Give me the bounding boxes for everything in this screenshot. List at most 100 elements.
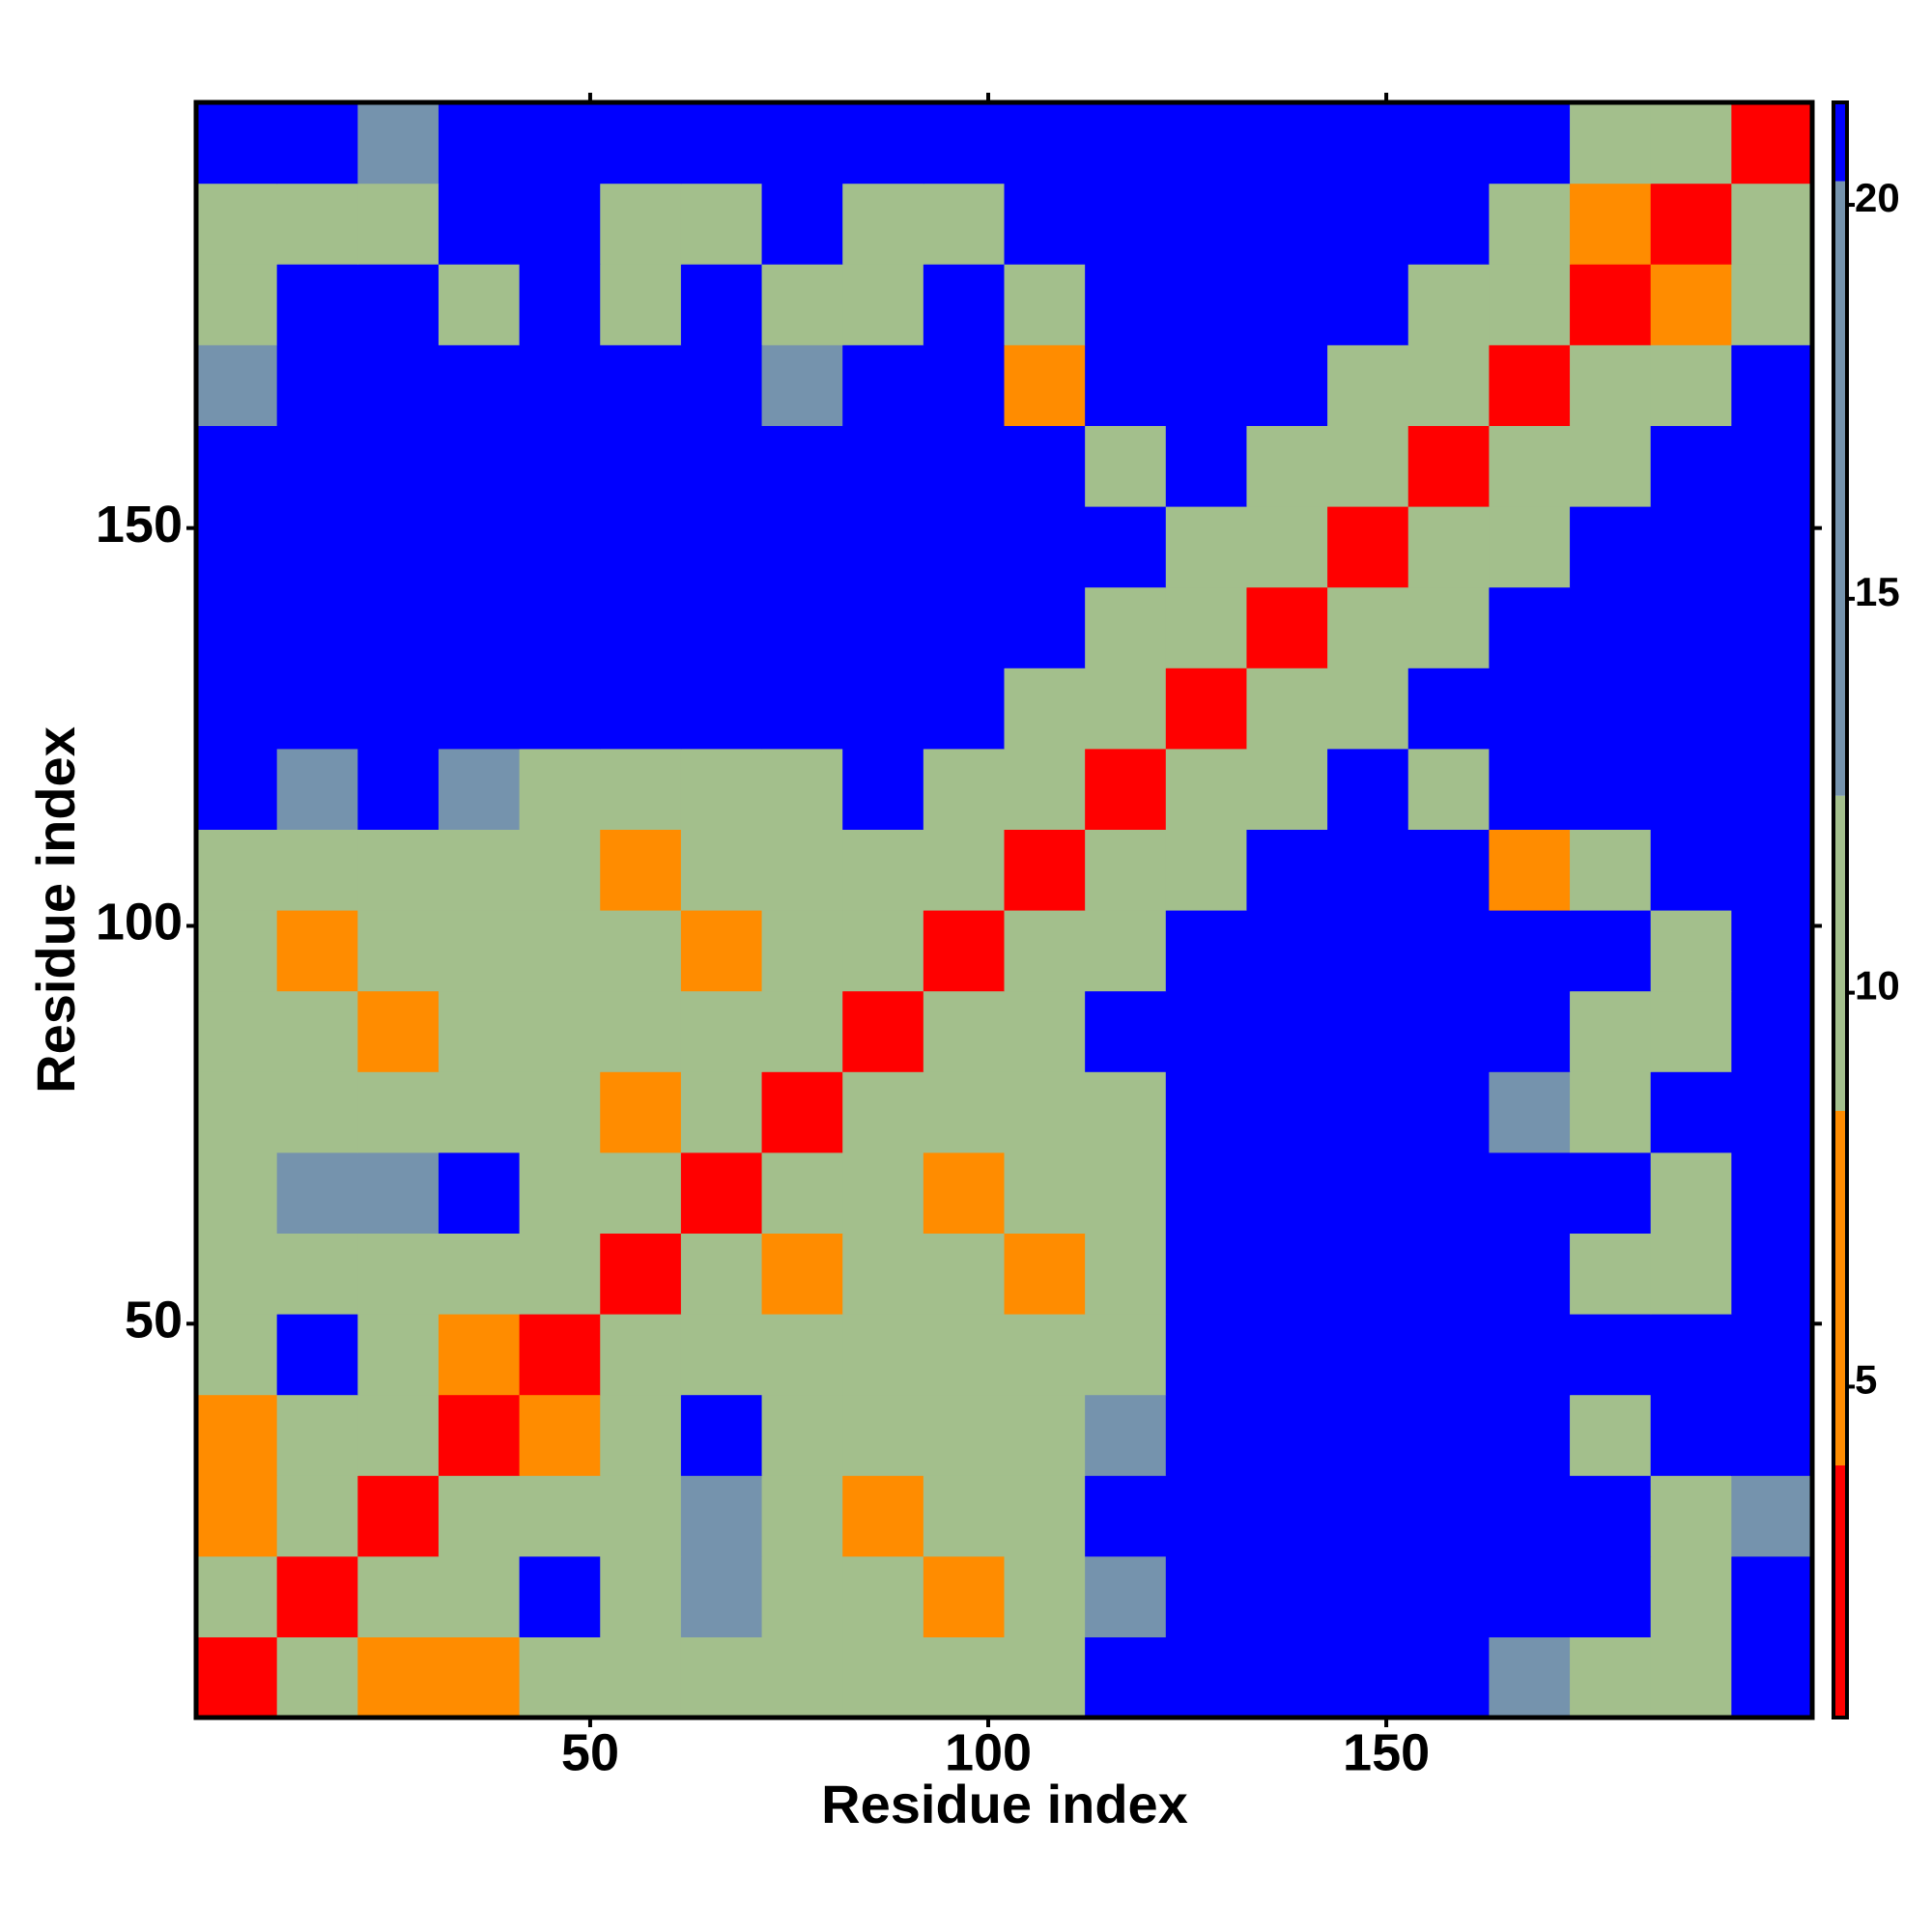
heatmap-cell — [1327, 1475, 1409, 1557]
heatmap-cell — [761, 1555, 843, 1637]
heatmap-cell — [1731, 1314, 1813, 1396]
heatmap-cell — [357, 586, 440, 668]
heatmap-cell — [1246, 748, 1328, 830]
heatmap-cell — [680, 183, 763, 265]
heatmap-cell — [842, 102, 924, 185]
heatmap-cell — [1004, 183, 1086, 265]
heatmap-cell — [1085, 668, 1167, 750]
heatmap-cell — [600, 1555, 682, 1637]
heatmap-cell — [761, 425, 843, 507]
heatmap-cell — [1327, 1151, 1409, 1234]
heatmap-cell — [1407, 344, 1490, 426]
heatmap-cell — [276, 1394, 358, 1476]
heatmap-cell — [600, 506, 682, 588]
heatmap-cell — [438, 344, 521, 426]
heatmap-cell — [842, 990, 924, 1072]
heatmap-cell — [519, 910, 601, 992]
heatmap-cell — [761, 183, 843, 265]
heatmap-cell — [1246, 506, 1328, 588]
heatmap-cell — [1570, 506, 1652, 588]
heatmap-cell — [842, 1394, 924, 1476]
heatmap-cell — [1085, 1475, 1167, 1557]
heatmap-cell — [438, 1151, 521, 1234]
heatmap-cell — [357, 1636, 440, 1719]
heatmap-cell — [357, 910, 440, 992]
heatmap-cell — [842, 910, 924, 992]
heatmap-cell — [923, 1475, 1006, 1557]
heatmap-cell — [680, 1555, 763, 1637]
heatmap-cell — [1085, 102, 1167, 185]
heatmap-cell — [923, 829, 1006, 911]
heatmap-cell — [842, 1636, 924, 1719]
heatmap-cell — [519, 344, 601, 426]
heatmap-cell — [1407, 183, 1490, 265]
heatmap-cell — [680, 1394, 763, 1476]
heatmap-cell — [1407, 910, 1490, 992]
heatmap-cell — [600, 264, 682, 346]
heatmap-cell — [519, 506, 601, 588]
colorbar-tick-label: 15 — [1855, 569, 1900, 614]
heatmap-cell — [1407, 586, 1490, 668]
heatmap-cell — [1650, 748, 1732, 830]
heatmap-cell — [1650, 1394, 1732, 1476]
heatmap-cell — [1004, 990, 1086, 1072]
heatmap-cell — [519, 102, 601, 185]
heatmap-cell — [1004, 1151, 1086, 1234]
heatmap-cell — [1165, 1151, 1248, 1234]
heatmap-cell — [1165, 344, 1248, 426]
heatmap-cell — [519, 748, 601, 830]
heatmap-cell — [1650, 506, 1732, 588]
heatmap-cell — [438, 586, 521, 668]
heatmap-cell — [680, 586, 763, 668]
heatmap-cell — [276, 1475, 358, 1557]
heatmap-cell — [842, 829, 924, 911]
heatmap-cell — [923, 425, 1006, 507]
heatmap-cell — [1165, 1314, 1248, 1396]
heatmap-cell — [1327, 506, 1409, 588]
heatmap-cell — [1085, 1314, 1167, 1396]
heatmap-cell — [357, 1314, 440, 1396]
heatmap-cell — [1650, 1555, 1732, 1637]
heatmap-cell — [1731, 1475, 1813, 1557]
heatmap-cell — [1327, 1394, 1409, 1476]
heatmap-cell — [1246, 183, 1328, 265]
heatmap-cell — [1004, 1555, 1086, 1637]
heatmap-cell — [1327, 668, 1409, 750]
heatmap-cell — [600, 1636, 682, 1719]
heatmap-cell — [1650, 102, 1732, 185]
heatmap-cell — [1489, 990, 1571, 1072]
heatmap-cell — [923, 1636, 1006, 1719]
heatmap-cell — [1650, 425, 1732, 507]
x-tick-label: 150 — [1343, 1723, 1430, 1781]
heatmap-cell — [1731, 990, 1813, 1072]
heatmap-cell — [1570, 1071, 1652, 1153]
heatmap-cell — [1489, 506, 1571, 588]
heatmap-cell — [1489, 1151, 1571, 1234]
heatmap-cell — [196, 1233, 278, 1315]
heatmap-cell — [357, 990, 440, 1072]
heatmap-cell — [276, 1555, 358, 1637]
heatmap-cell — [1246, 425, 1328, 507]
heatmap-cell — [1327, 425, 1409, 507]
heatmap-cell — [1327, 829, 1409, 911]
heatmap-cell — [276, 748, 358, 830]
heatmap-cell — [761, 1071, 843, 1153]
heatmap-cell — [276, 102, 358, 185]
heatmap-cell — [196, 102, 278, 185]
heatmap-cell — [438, 748, 521, 830]
heatmap-cell — [276, 829, 358, 911]
heatmap-cell — [1731, 1151, 1813, 1234]
heatmap-cell — [1327, 748, 1409, 830]
heatmap-cell — [680, 1151, 763, 1234]
colorbar-tick-label: 10 — [1855, 963, 1900, 1009]
heatmap-cell — [1004, 264, 1086, 346]
heatmap-cell — [276, 344, 358, 426]
heatmap-cell — [1489, 829, 1571, 911]
heatmap-cell — [1085, 748, 1167, 830]
heatmap-cell — [1731, 344, 1813, 426]
heatmap-cell — [1570, 586, 1652, 668]
heatmap-cell — [1327, 264, 1409, 346]
heatmap-cell — [276, 1071, 358, 1153]
heatmap-cell — [923, 990, 1006, 1072]
heatmap-cell — [842, 668, 924, 750]
